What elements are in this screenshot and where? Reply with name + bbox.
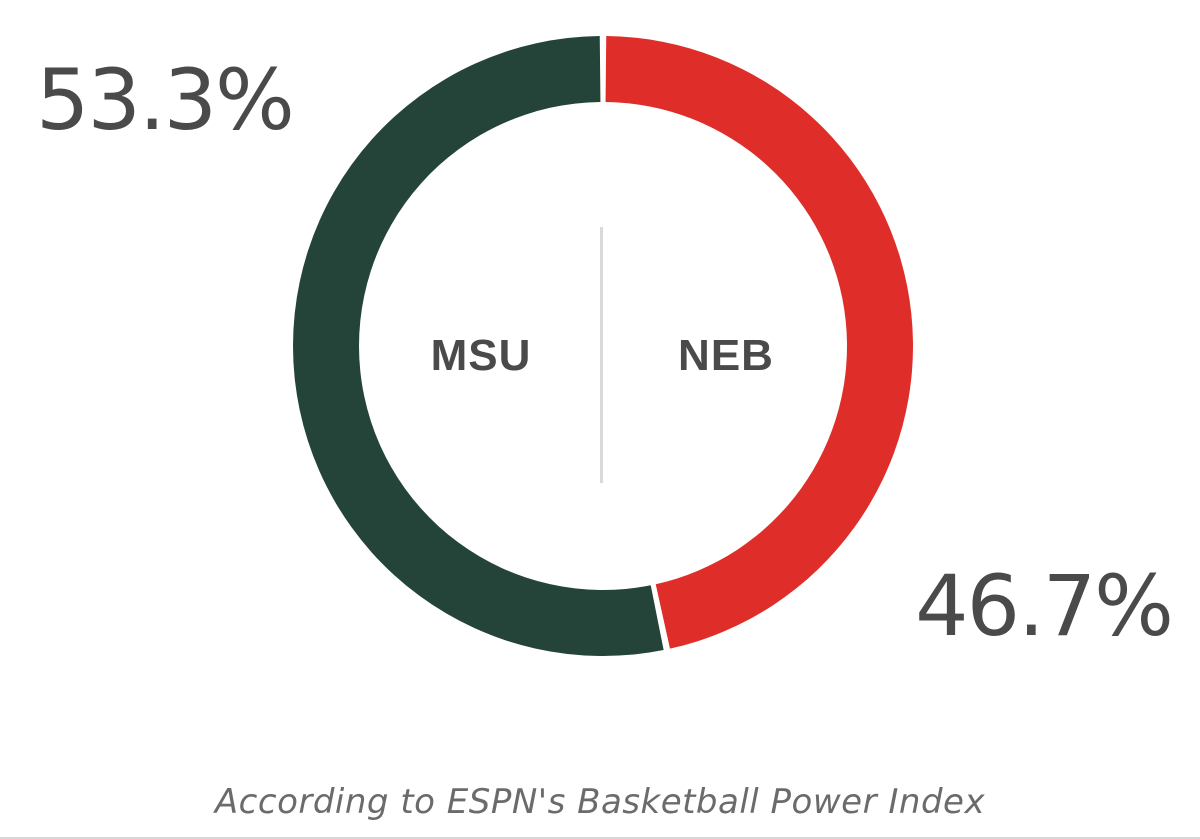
chart-caption: According to ESPN's Basketball Power Ind… (214, 782, 986, 822)
away-team-label: MSU (430, 331, 532, 380)
home-win-percentage: 46.7% (915, 557, 1174, 655)
away-win-percentage: 53.3% (36, 51, 295, 149)
home-team-label: NEB (678, 331, 774, 380)
slice-neb (605, 36, 913, 649)
center-divider (600, 227, 603, 483)
slice-msu (292, 36, 664, 657)
bottom-divider (0, 837, 1200, 839)
